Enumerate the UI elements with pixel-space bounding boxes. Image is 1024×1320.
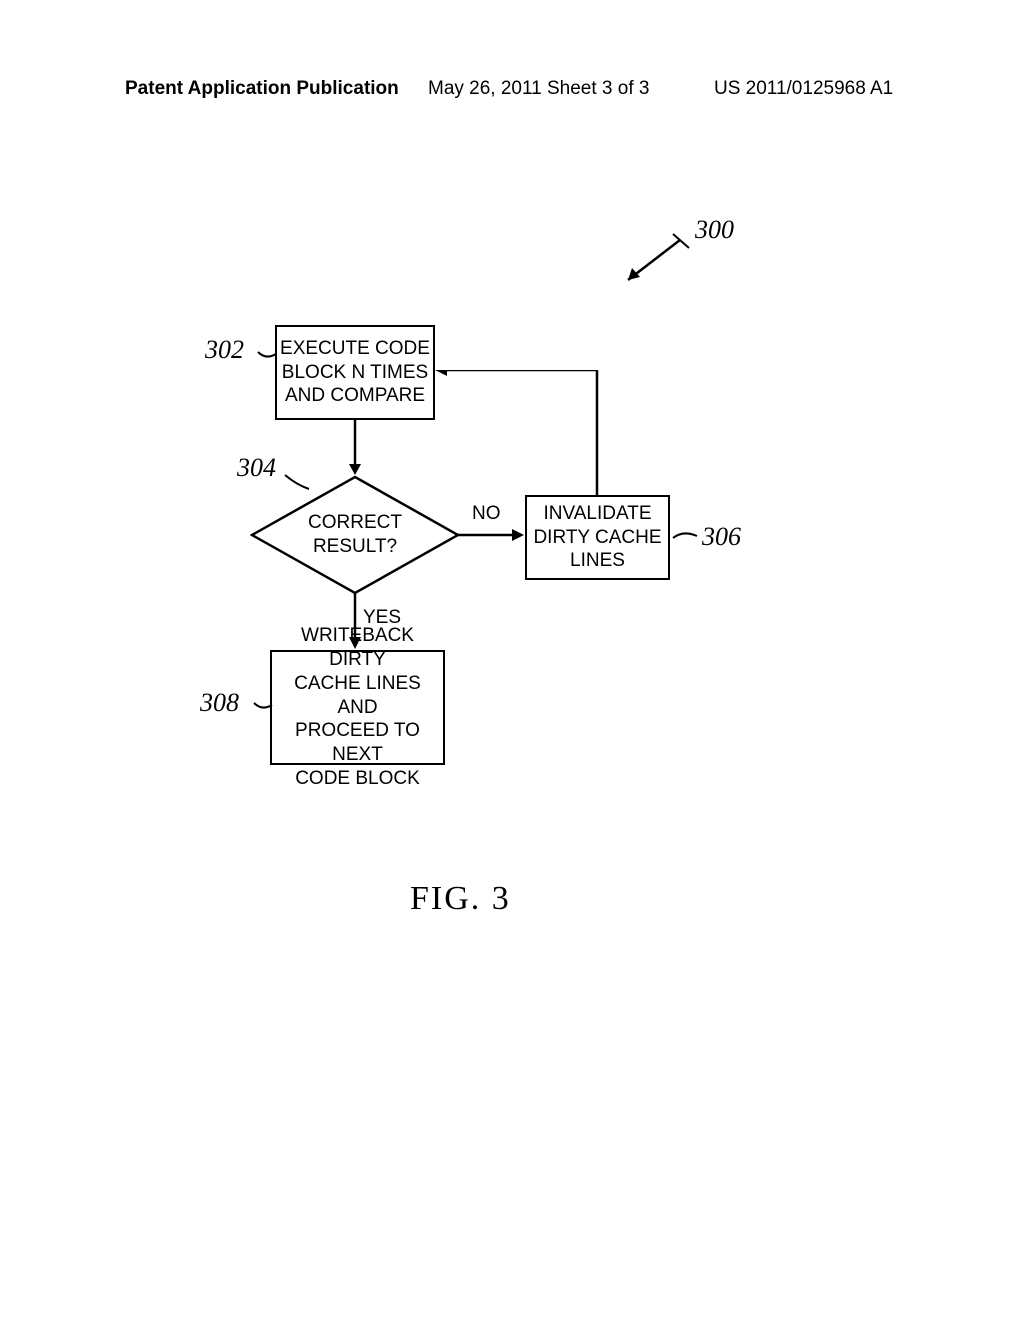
ref-308-tick [252,697,276,715]
header-right: US 2011/0125968 A1 [714,78,893,100]
node-304-text: CORRECT RESULT? [250,475,460,595]
arrow-302-to-304 [348,420,364,478]
node-302-line2: BLOCK N TIMES [282,361,428,385]
arrow-304-to-306-no [458,528,528,544]
node-306: INVALIDATE DIRTY CACHE LINES [525,495,670,580]
arrow-306-to-302-feedback [430,370,610,500]
ref-300: 300 [695,215,734,245]
ref-302: 302 [205,335,244,365]
ref-304-tick [283,471,311,493]
node-302: EXECUTE CODE BLOCK N TIMES AND COMPARE [275,325,435,420]
figure-caption: FIG. 3 [410,880,511,918]
node-302-line3: AND COMPARE [285,384,425,408]
node-304-line2: RESULT? [313,535,397,559]
ref-302-tick [256,346,280,364]
node-308-line4: CODE BLOCK [295,767,420,791]
ref-306: 306 [702,522,741,552]
node-308-line2: CACHE LINES AND [272,672,443,720]
node-306-line3: LINES [570,549,625,573]
ref-304: 304 [237,453,276,483]
node-308-line3: PROCEED TO NEXT [272,719,443,767]
node-304-line1: CORRECT [308,511,402,535]
header-left: Patent Application Publication [125,78,399,100]
node-302-line1: EXECUTE CODE [280,337,430,361]
ref-308: 308 [200,688,239,718]
header-mid: May 26, 2011 Sheet 3 of 3 [428,78,649,100]
ref-306-tick [671,526,699,544]
node-306-line1: INVALIDATE [543,502,651,526]
node-306-line2: DIRTY CACHE [533,526,661,550]
node-308-line1: WRITEBACK DIRTY [272,624,443,672]
node-308: WRITEBACK DIRTY CACHE LINES AND PROCEED … [270,650,445,765]
edge-label-no: NO [472,503,501,525]
